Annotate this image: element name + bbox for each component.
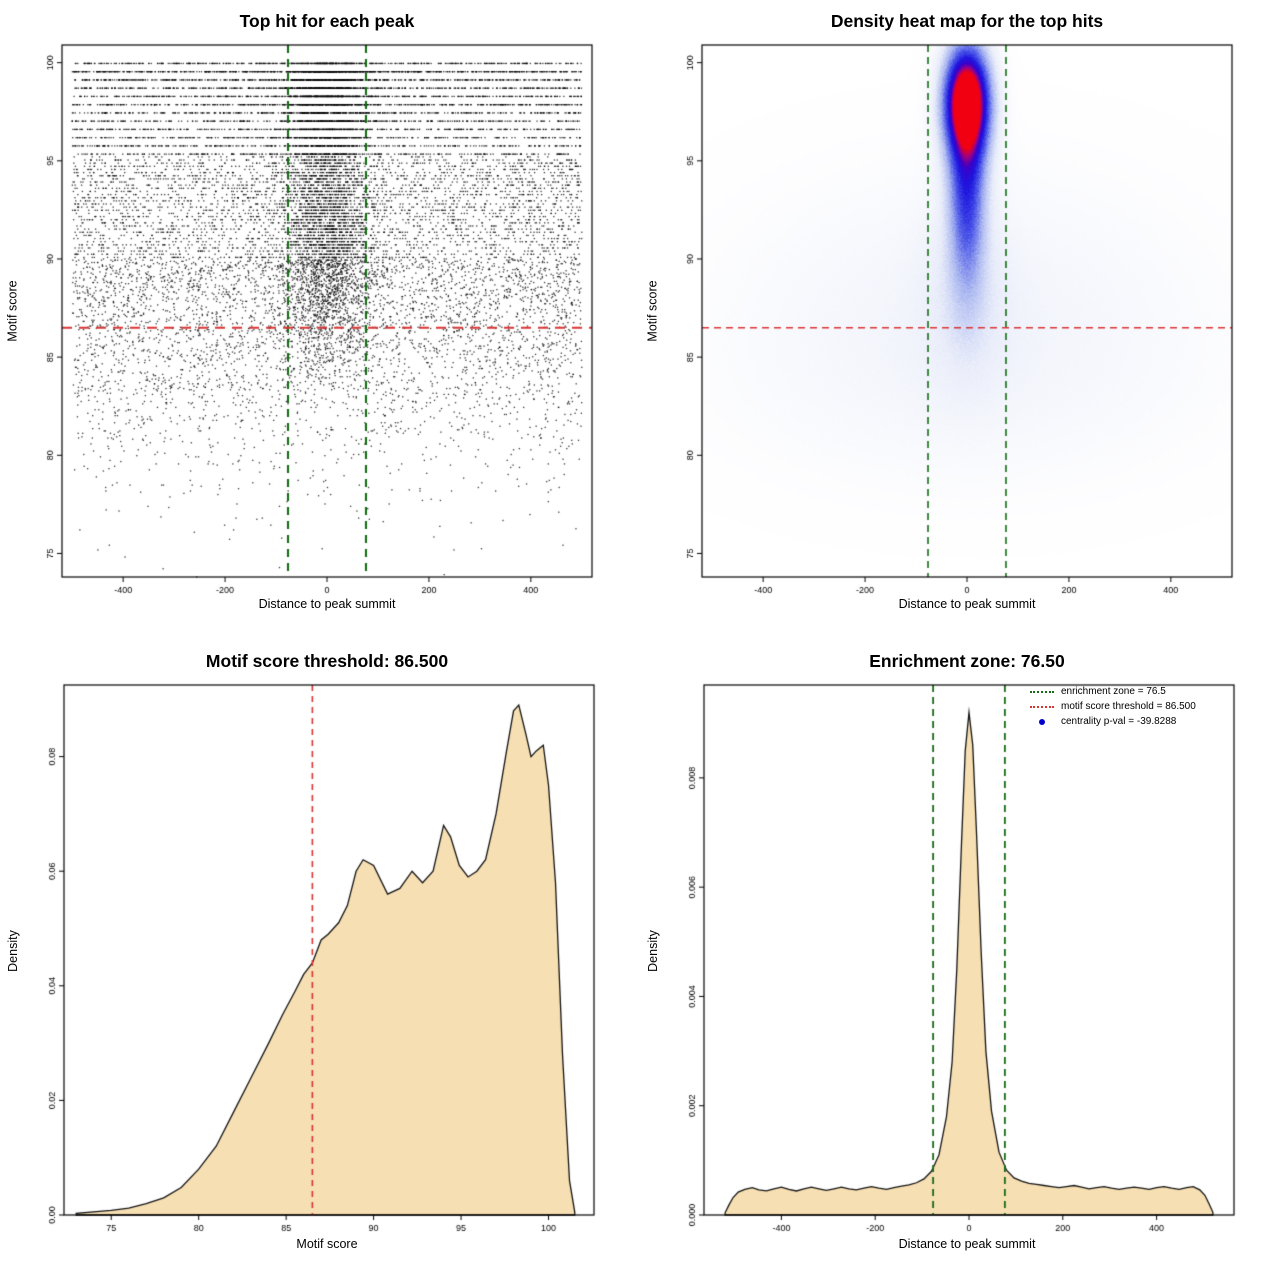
blue-point-icon	[1039, 718, 1045, 725]
score-density-canvas	[0, 640, 640, 1280]
green-dotted-line-icon	[1030, 690, 1054, 693]
legend-item-centrality-pval: centrality p-val = -39.8288	[1030, 714, 1196, 729]
heatmap-ylabel: Motif score	[646, 280, 661, 342]
score-density-panel: Motif score threshold: 86.500 Motif scor…	[0, 640, 640, 1280]
legend-item-enrichment-zone: enrichment zone = 76.5	[1030, 684, 1196, 699]
scatter-xlabel: Distance to peak summit	[258, 597, 396, 611]
scatter-title: Top hit for each peak	[239, 11, 415, 31]
scatter-panel: Top hit for each peak Distance to peak s…	[0, 0, 640, 640]
distance-density-canvas	[640, 640, 1280, 1280]
score-density-ylabel: Density	[6, 930, 20, 972]
legend-label: motif score threshold = 86.500	[1061, 701, 1196, 712]
distance-density-panel: Enrichment zone: 76.50 Distance to peak …	[640, 640, 1280, 1280]
distance-density-xlabel: Distance to peak summit	[898, 1237, 1036, 1251]
scatter-canvas	[0, 0, 640, 640]
score-density-title: Motif score threshold: 86.500	[205, 651, 449, 671]
heatmap-panel: Density heat map for the top hits Distan…	[640, 0, 1280, 640]
plot-legend: enrichment zone = 76.5 motif score thres…	[1030, 684, 1196, 729]
legend-label: enrichment zone = 76.5	[1061, 686, 1166, 697]
score-density-xlabel: Motif score	[296, 1237, 358, 1251]
heatmap-xlabel: Distance to peak summit	[898, 597, 1036, 611]
scatter-ylabel: Motif score	[6, 280, 21, 342]
heatmap-title: Density heat map for the top hits	[830, 11, 1104, 31]
legend-label: centrality p-val = -39.8288	[1061, 716, 1177, 727]
legend-item-score-threshold: motif score threshold = 86.500	[1030, 699, 1196, 714]
distance-density-ylabel: Density	[646, 930, 660, 972]
distance-density-title: Enrichment zone: 76.50	[869, 651, 1065, 671]
red-dotted-line-icon	[1030, 705, 1054, 708]
heatmap-canvas	[640, 0, 1280, 640]
